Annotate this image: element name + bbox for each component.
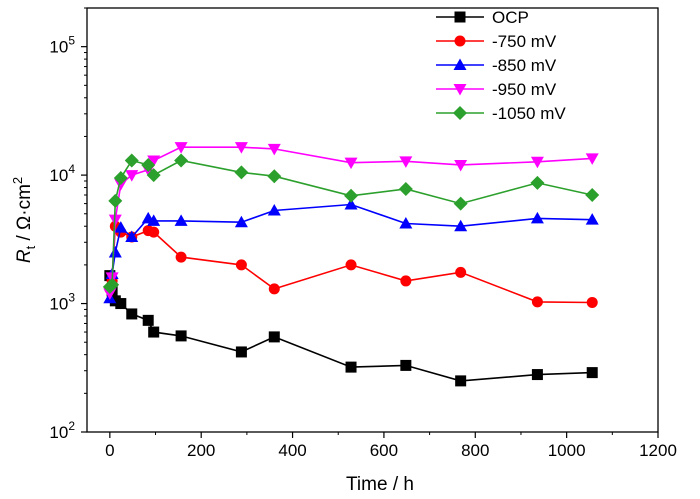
data-point xyxy=(586,367,598,379)
legend-label: -850 mV xyxy=(492,56,557,75)
data-point xyxy=(530,156,544,169)
data-point xyxy=(455,266,467,278)
data-point xyxy=(148,326,160,338)
data-point xyxy=(344,157,358,170)
data-point xyxy=(267,169,282,184)
series-layer xyxy=(102,142,600,387)
data-point xyxy=(105,277,120,292)
data-point xyxy=(124,153,139,168)
data-point xyxy=(103,288,117,300)
data-point xyxy=(175,251,187,263)
data-point xyxy=(148,226,160,238)
legend-label: OCP xyxy=(492,8,529,27)
legend-marker xyxy=(453,106,467,120)
x-tick-label: 1000 xyxy=(548,441,586,460)
data-point xyxy=(126,308,138,320)
data-point xyxy=(142,314,154,326)
data-point xyxy=(345,259,357,271)
legend-marker xyxy=(454,11,466,23)
x-tick-label: 0 xyxy=(105,441,114,460)
legend-label: -950 mV xyxy=(492,80,557,99)
legend-marker xyxy=(453,58,467,70)
data-point xyxy=(531,369,543,381)
data-point xyxy=(530,175,545,190)
data-point xyxy=(398,181,413,196)
data-point xyxy=(146,168,161,183)
data-point xyxy=(115,298,127,310)
data-point xyxy=(268,283,280,295)
data-point xyxy=(344,188,359,203)
legend-marker xyxy=(454,35,466,47)
data-point xyxy=(268,331,280,343)
data-point xyxy=(267,143,281,156)
data-point xyxy=(234,165,249,180)
data-point xyxy=(531,296,543,308)
data-point xyxy=(141,157,156,172)
data-point xyxy=(174,153,189,168)
series--950mv xyxy=(103,142,599,300)
data-point xyxy=(175,330,187,342)
y-axis-label-symbol: R xyxy=(14,249,35,263)
legend-item: -1050 mV xyxy=(436,104,566,123)
x-tick-label: 600 xyxy=(370,441,398,460)
x-tick-label: 1200 xyxy=(639,441,677,460)
series--1050mv xyxy=(102,153,600,294)
data-point xyxy=(147,155,161,167)
data-point xyxy=(399,156,413,168)
y-tick-label: 102 xyxy=(49,419,75,442)
legend-item: OCP xyxy=(436,8,529,27)
data-point xyxy=(585,153,599,165)
data-point xyxy=(455,375,467,387)
y-axis-label-unit: / Ω·cm xyxy=(14,184,35,246)
data-point xyxy=(530,211,544,224)
data-point xyxy=(234,215,248,228)
data-point xyxy=(453,196,468,211)
data-point xyxy=(454,219,468,232)
y-axis-label-subscript: t xyxy=(23,245,38,249)
x-tick-label: 800 xyxy=(461,441,489,460)
y-tick-label: 104 xyxy=(49,162,75,185)
x-tick-label: 200 xyxy=(187,441,215,460)
y-tick-label: 103 xyxy=(49,291,75,314)
data-point xyxy=(125,230,139,242)
legend: OCP -750 mV -850 mV -950 mV -1050 mV xyxy=(436,8,566,123)
legend-item: -850 mV xyxy=(436,56,557,75)
data-point xyxy=(108,245,122,258)
y-axis-label: Rt / Ω·cm2 xyxy=(10,177,38,263)
x-tick-label: 400 xyxy=(278,441,306,460)
data-point xyxy=(235,346,247,358)
data-point xyxy=(147,214,161,226)
x-axis-label: Time / h xyxy=(346,474,414,495)
plot-frame xyxy=(86,7,659,433)
y-axis-label-superscript: 2 xyxy=(10,177,25,184)
data-point xyxy=(108,193,123,208)
data-point xyxy=(125,170,139,182)
legend-label: -1050 mV xyxy=(492,104,566,123)
data-point xyxy=(235,259,247,271)
data-point xyxy=(113,170,128,185)
y-tick-label: 105 xyxy=(49,34,75,57)
data-point xyxy=(585,188,600,203)
data-point xyxy=(114,221,128,233)
data-point xyxy=(400,359,412,371)
data-point xyxy=(174,214,188,226)
data-point xyxy=(454,159,468,172)
data-point xyxy=(400,275,412,287)
data-point xyxy=(585,213,599,225)
data-point xyxy=(344,198,358,210)
data-point xyxy=(174,142,188,154)
data-point xyxy=(345,361,357,373)
series--850mv xyxy=(103,198,599,304)
data-point xyxy=(399,217,413,229)
legend-item: -750 mV xyxy=(436,32,557,51)
axes-layer: 0 200 400 600 800 1000 1200 102 103 104 105 xyxy=(49,7,677,460)
legend-marker xyxy=(453,84,467,96)
data-point xyxy=(267,204,281,216)
legend-label: -750 mV xyxy=(492,32,557,51)
data-point xyxy=(234,142,248,154)
legend-item: -950 mV xyxy=(436,80,557,99)
data-point xyxy=(586,296,598,308)
